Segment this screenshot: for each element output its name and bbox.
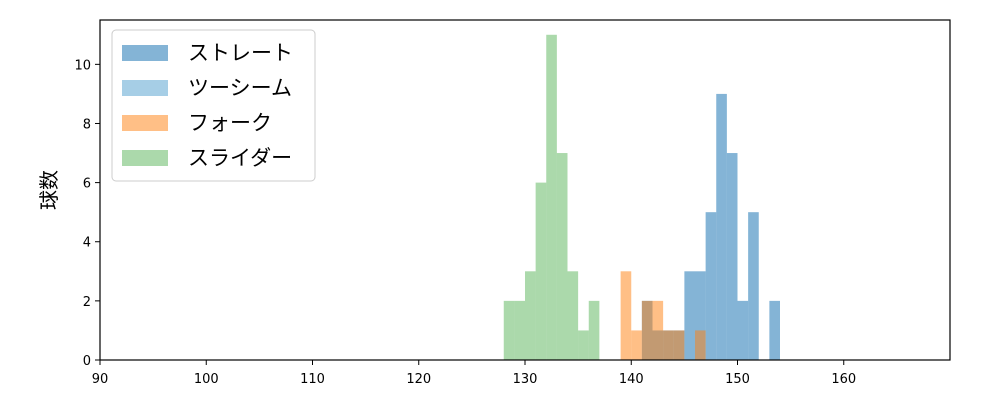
bar-series-0-bin-5 <box>695 271 706 360</box>
legend-swatch <box>122 150 168 166</box>
bar-series-3-bin-2 <box>525 271 536 360</box>
bar-series-3-bin-6 <box>567 271 579 360</box>
y-tick-label: 8 <box>83 117 91 132</box>
legend-swatch <box>122 80 168 96</box>
legend-label: スライダー <box>188 146 292 170</box>
bar-series-0-bin-8 <box>726 153 738 360</box>
legend-swatch <box>122 115 168 131</box>
x-tick-label: 120 <box>406 372 431 387</box>
x-tick-label: 130 <box>513 372 538 387</box>
y-axis-title: 球数 <box>37 170 61 210</box>
y-tick-label: 10 <box>74 58 91 73</box>
legend-swatch <box>122 45 168 61</box>
bar-series-3-bin-8 <box>588 300 600 360</box>
x-axis: 90 100 110 120 130 140 150 160 <box>92 360 856 387</box>
bar-series-2-bin-4 <box>663 330 674 360</box>
legend-label: ストレート <box>188 41 293 65</box>
bar-series-0-bin-9 <box>737 300 749 360</box>
x-tick-label: 140 <box>619 372 644 387</box>
bars-layer <box>503 34 780 361</box>
x-tick-label: 150 <box>725 372 750 387</box>
bar-series-0-bin-4 <box>684 271 695 360</box>
bar-series-2-bin-1 <box>631 330 642 360</box>
bar-series-0-bin-11 <box>769 300 780 360</box>
x-tick-label: 90 <box>92 372 109 387</box>
bar-series-0-bin-6 <box>705 212 717 360</box>
bar-series-3-bin-3 <box>535 182 547 360</box>
y-tick-label: 2 <box>83 295 91 310</box>
bar-series-2-bin-3 <box>652 300 664 360</box>
y-tick-label: 6 <box>83 177 91 192</box>
bar-series-3-bin-1 <box>514 300 525 360</box>
legend-box <box>111 29 316 182</box>
x-tick-label: 110 <box>300 372 325 387</box>
y-tick-label: 4 <box>83 236 91 251</box>
bar-series-3-bin-7 <box>578 330 589 360</box>
bar-series-3-bin-0 <box>503 300 515 360</box>
bar-series-2-bin-5 <box>673 330 685 360</box>
bar-series-0-bin-10 <box>748 212 759 360</box>
legend-label: フォーク <box>188 111 272 135</box>
bar-series-2-bin-0 <box>620 271 632 360</box>
bar-series-3-bin-4 <box>546 34 557 361</box>
bar-series-3-bin-5 <box>556 153 568 360</box>
x-tick-label: 160 <box>831 372 856 387</box>
bar-series-0-bin-7 <box>716 93 727 361</box>
legend-label: ツーシーム <box>188 76 292 100</box>
y-axis: 0 2 4 6 8 10 <box>74 58 100 369</box>
bar-series-2-bin-2 <box>641 300 653 360</box>
x-tick-label: 100 <box>194 372 219 387</box>
y-tick-label: 0 <box>83 354 91 369</box>
bar-series-2-bin-6 <box>695 330 706 360</box>
